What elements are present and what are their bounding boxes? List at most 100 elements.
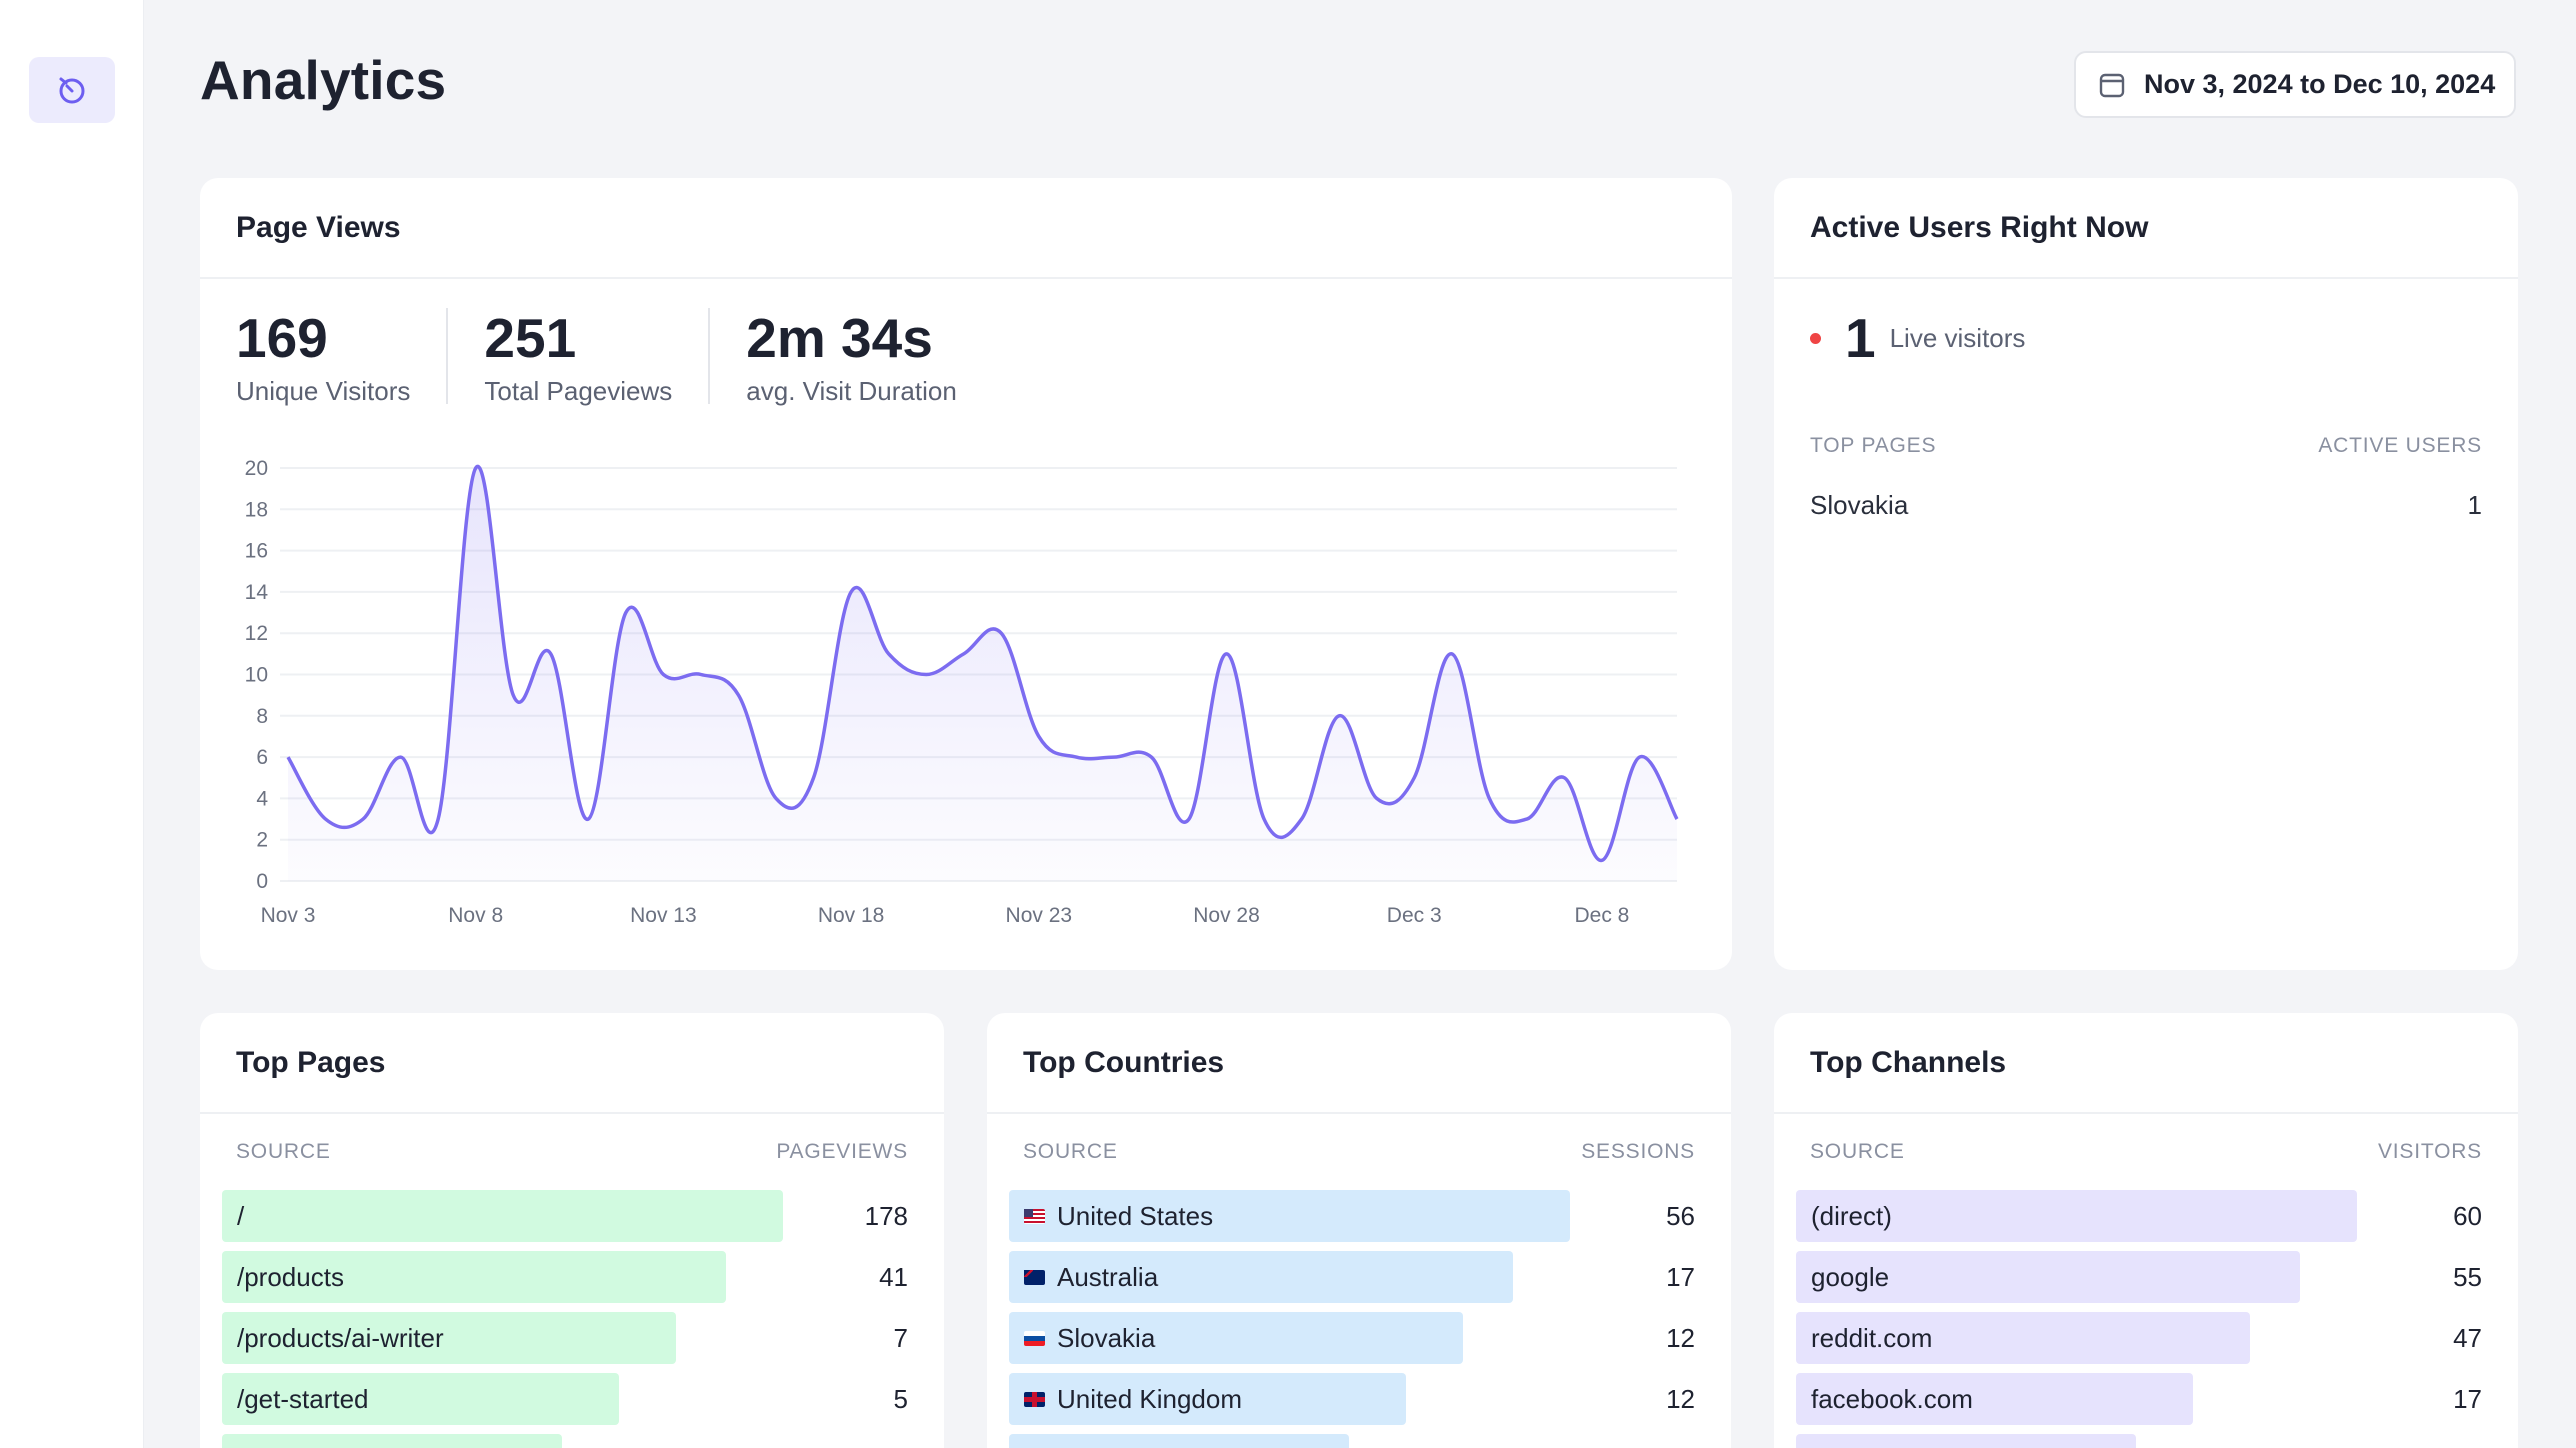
list-item[interactable]: /products 41 [222, 1251, 908, 1303]
top-countries-table-header: Source Sessions [1023, 1140, 1695, 1164]
table-row[interactable]: Slovakia 1 [1810, 490, 2482, 521]
row-value: 1 [2467, 490, 2482, 520]
top-pages-card: Top Pages Source Pageviews / 178/products… [200, 1013, 944, 1448]
data-point[interactable] [432, 813, 444, 825]
data-point[interactable] [695, 669, 707, 681]
data-point[interactable] [1033, 730, 1045, 742]
sidebar-item-analytics[interactable] [29, 57, 115, 123]
row-name: reddit.com [1796, 1323, 1932, 1354]
data-point[interactable] [883, 648, 895, 660]
y-tick-label: 4 [256, 787, 268, 810]
data-point[interactable] [320, 813, 332, 825]
y-tick-label: 14 [245, 581, 269, 604]
row-name: /products [222, 1262, 344, 1293]
top-channels-card: Top Channels Source Visitors (direct) 60 g… [1774, 1013, 2518, 1448]
list-item[interactable]: reddit.com 47 [1796, 1312, 2482, 1364]
row-value: 178 [864, 1200, 908, 1231]
page-views-stats: 169 Unique Visitors 251 Total Pageviews … [236, 307, 1029, 406]
data-point[interactable] [1371, 792, 1383, 804]
stat-label: Unique Visitors [236, 376, 411, 406]
data-point[interactable] [1483, 792, 1495, 804]
data-point[interactable] [958, 648, 970, 660]
list-item[interactable]: United States 56 [1009, 1190, 1695, 1242]
list-item[interactable]: Slovakia 12 [1009, 1312, 1695, 1364]
data-point[interactable] [1258, 813, 1270, 825]
data-point[interactable] [1145, 751, 1157, 763]
data-point[interactable] [507, 689, 519, 701]
page-views-chart[interactable]: 0 2 4 6 8 10 12 14 16 18 20 Nov 3 Nov 8 Nov 13 Nov 18… [200, 178, 1732, 970]
list-item[interactable]: google 55 [1796, 1251, 2482, 1303]
x-tick-label: Nov 13 [630, 904, 697, 927]
bar-fill [1009, 1434, 1349, 1448]
bar-fill [222, 1190, 783, 1242]
y-tick-label: 18 [245, 498, 268, 521]
list-item[interactable] [1009, 1434, 1695, 1448]
list-item[interactable]: Australia 17 [1009, 1251, 1695, 1303]
data-point[interactable] [395, 751, 407, 763]
x-tick-label: Nov 18 [818, 904, 885, 927]
y-tick-label: 6 [256, 746, 268, 769]
data-point[interactable] [582, 813, 594, 825]
flag-uk-icon [1024, 1391, 1045, 1407]
row-name-text: Slovakia [1057, 1322, 1156, 1353]
data-point[interactable] [845, 586, 857, 598]
row-name-text: / [237, 1200, 245, 1231]
x-tick-label: Dec 8 [1574, 904, 1629, 927]
top-channels-title: Top Channels [1774, 1013, 2518, 1114]
data-point[interactable] [732, 689, 744, 701]
data-point[interactable] [545, 648, 557, 660]
data-point[interactable] [357, 813, 369, 825]
row-name-text: United States [1057, 1200, 1214, 1231]
row-value: 12 [1666, 1322, 1695, 1353]
col-source: Source [1023, 1140, 1118, 1163]
bar-fill [1796, 1434, 2136, 1448]
list-item[interactable] [222, 1434, 908, 1448]
row-name: google [1796, 1262, 1889, 1293]
data-point[interactable] [470, 462, 482, 474]
data-point[interactable] [995, 627, 1007, 639]
bar-fill [1009, 1373, 1406, 1425]
data-point[interactable] [1333, 710, 1345, 722]
data-point[interactable] [1521, 813, 1533, 825]
data-point[interactable] [770, 792, 782, 804]
data-point[interactable] [1671, 813, 1683, 825]
data-point[interactable] [1296, 813, 1308, 825]
data-point[interactable] [1446, 648, 1458, 660]
list-item[interactable]: (direct) 60 [1796, 1190, 2482, 1242]
data-point[interactable] [1408, 772, 1420, 784]
page-title: Analytics [200, 49, 447, 111]
list-item[interactable]: United Kingdom 12 [1009, 1373, 1695, 1425]
list-item[interactable] [1796, 1434, 2482, 1448]
row-name: United States [1009, 1201, 1213, 1232]
bar-fill [222, 1251, 726, 1303]
y-tick-label: 20 [245, 457, 268, 480]
data-point[interactable] [808, 772, 820, 784]
bar-fill [1009, 1251, 1513, 1303]
col-active-users: Active users [2318, 434, 2482, 457]
stat-value: 251 [484, 307, 577, 369]
data-point[interactable] [1108, 751, 1120, 763]
data-point[interactable] [1183, 813, 1195, 825]
row-name: Slovakia [1009, 1323, 1155, 1354]
list-item[interactable]: /get-started 5 [222, 1373, 908, 1425]
list-item[interactable]: facebook.com 17 [1796, 1373, 2482, 1425]
data-point[interactable] [1221, 648, 1233, 660]
x-tick-label: Nov 3 [261, 904, 316, 927]
data-point[interactable] [620, 607, 632, 619]
data-point[interactable] [282, 751, 294, 763]
sidebar [0, 0, 144, 1448]
data-point[interactable] [657, 669, 669, 681]
bar-fill [1796, 1190, 2357, 1242]
date-range-picker[interactable]: Nov 3, 2024 to Dec 10, 2024 [2074, 51, 2516, 118]
data-point[interactable] [1633, 751, 1645, 763]
analytics-gauge-icon [59, 77, 85, 104]
data-point[interactable] [1596, 854, 1608, 866]
data-point[interactable] [1558, 772, 1570, 784]
data-point[interactable] [920, 669, 932, 681]
row-value: 47 [2453, 1322, 2482, 1353]
top-pages-table-header: Source Pageviews [236, 1140, 908, 1164]
list-item[interactable]: / 178 [222, 1190, 908, 1242]
list-item[interactable]: /products/ai-writer 7 [222, 1312, 908, 1364]
data-point[interactable] [1070, 751, 1082, 763]
x-tick-label: Nov 23 [1006, 904, 1073, 927]
